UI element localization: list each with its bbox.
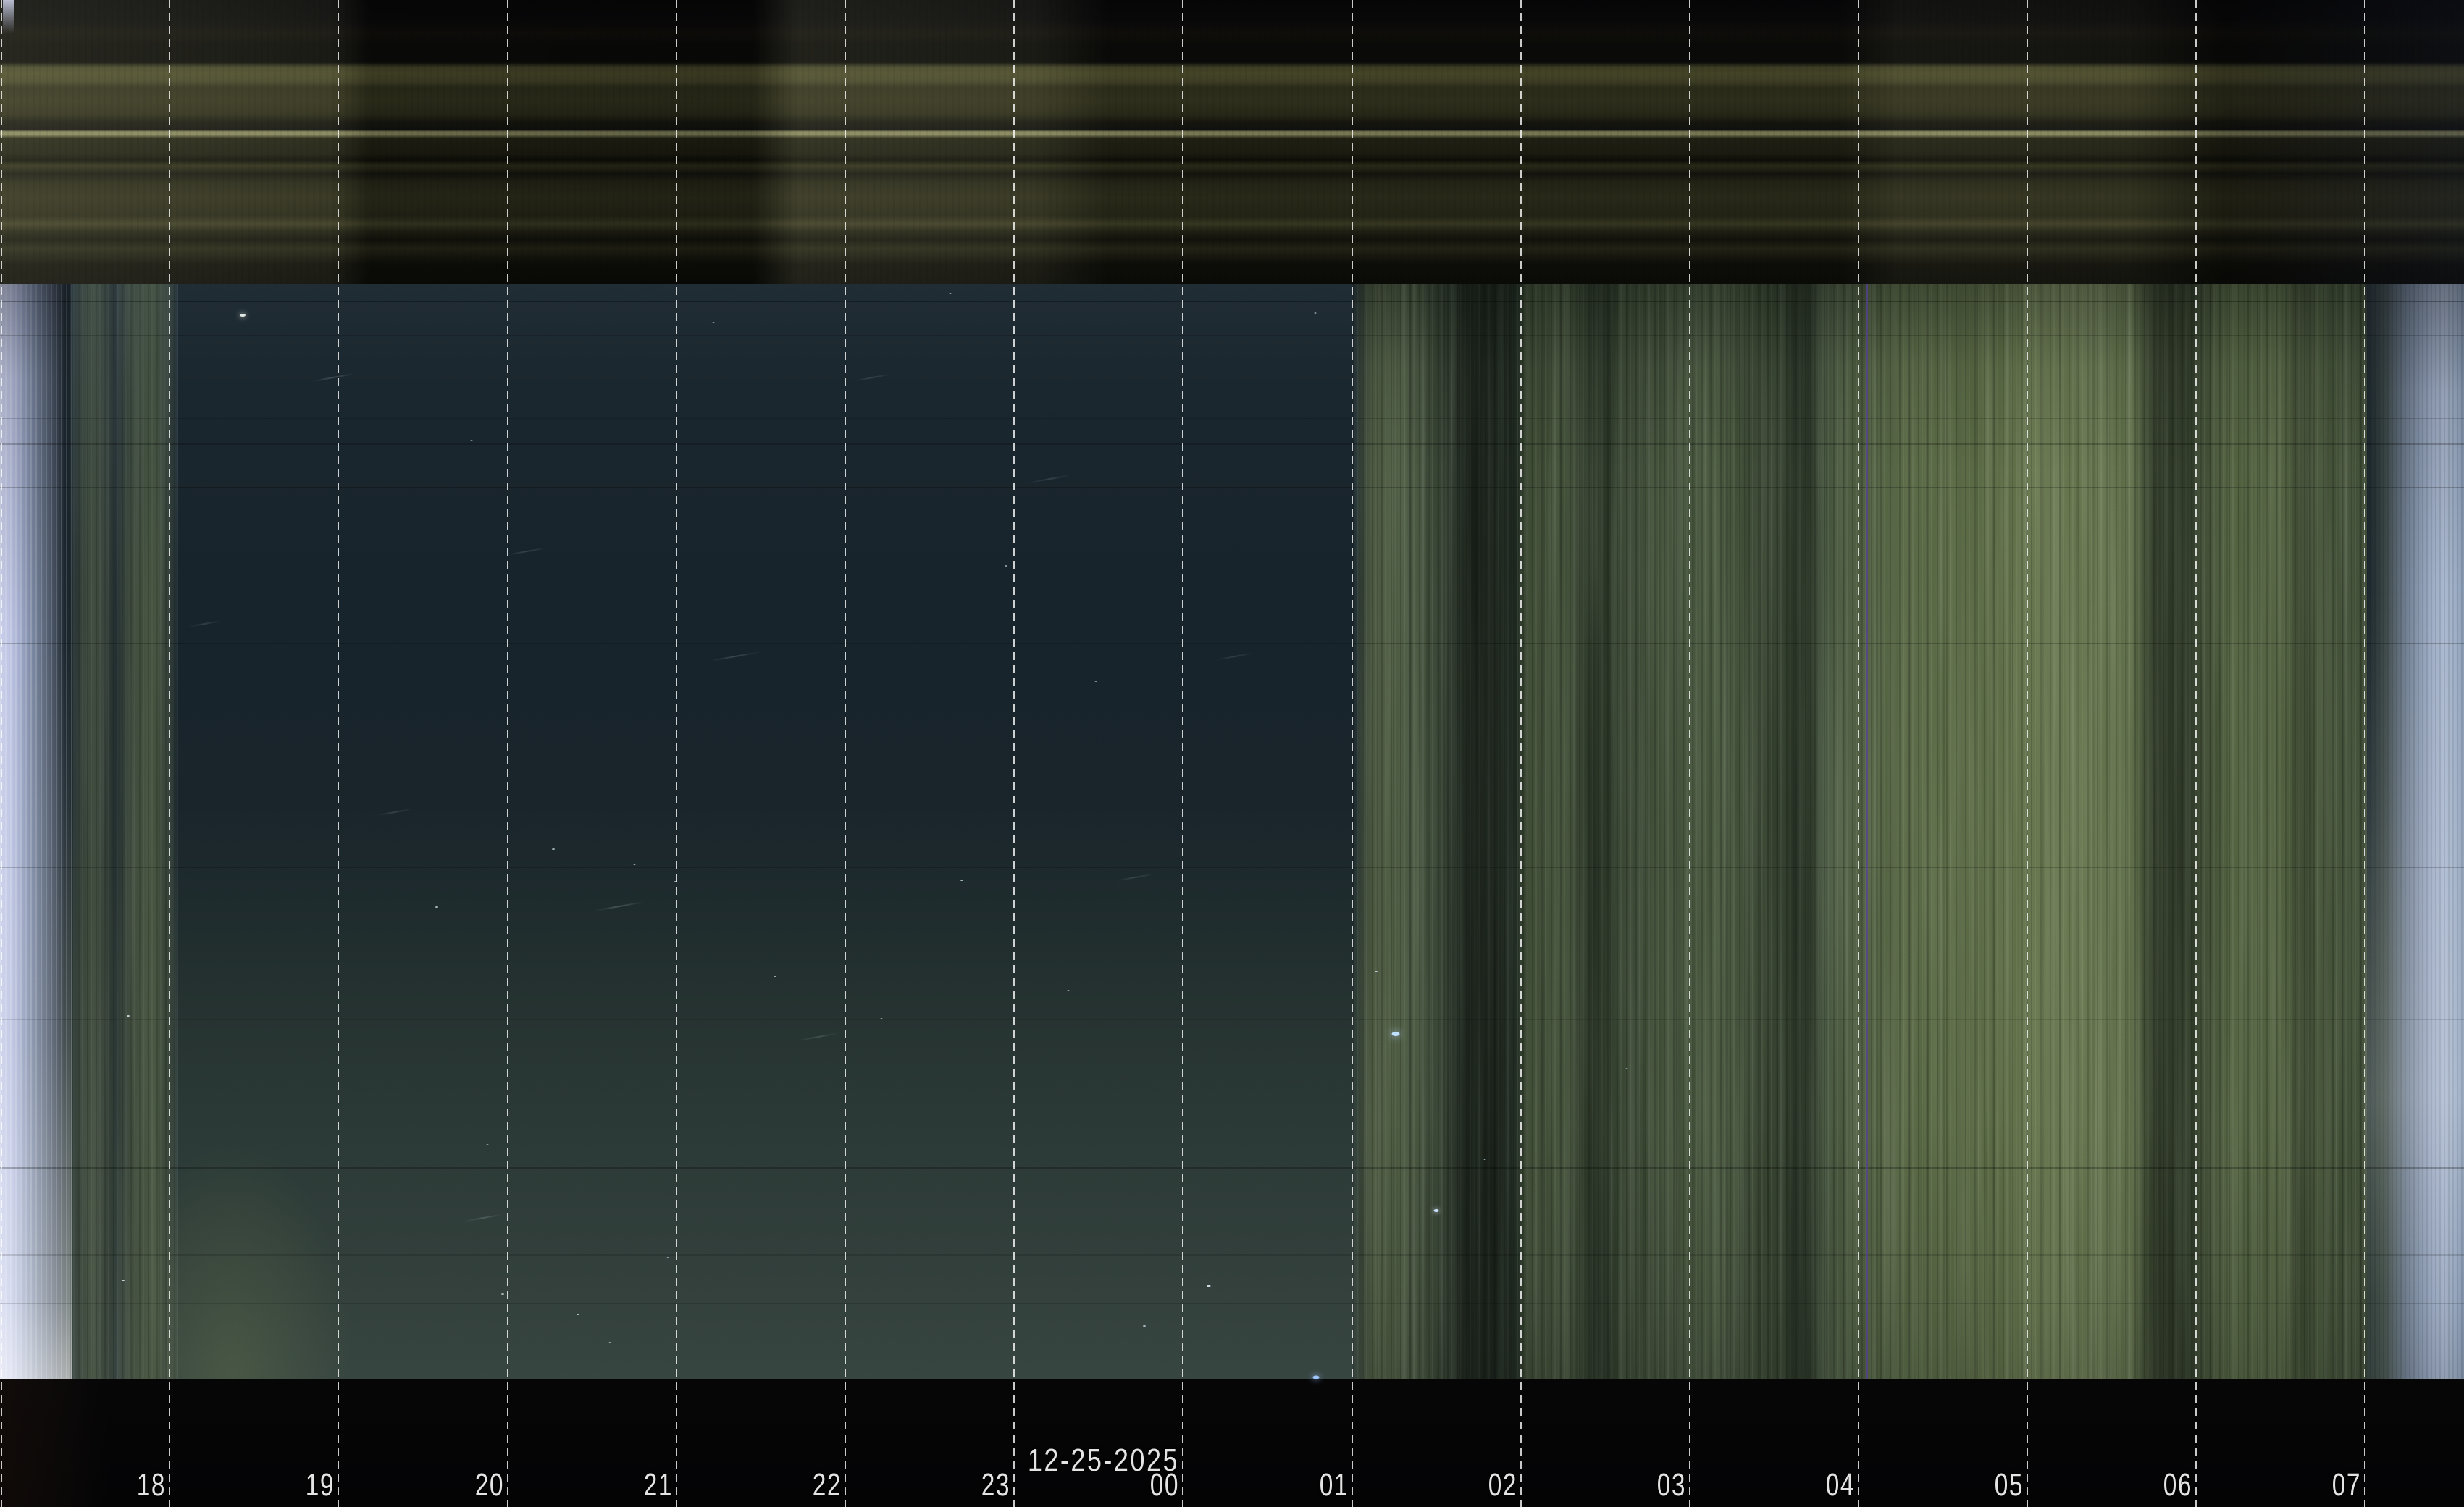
star-dot xyxy=(1005,565,1007,567)
sensor-row-artifact xyxy=(0,1303,2464,1304)
hour-label: 06 xyxy=(2163,1467,2192,1503)
star-dot xyxy=(470,440,473,441)
hour-gridline xyxy=(338,0,339,1507)
morning-cloud-deck xyxy=(1353,284,2367,1379)
star-dot xyxy=(1207,1285,1211,1287)
low-cloud-glow xyxy=(167,1140,355,1379)
hour-gridline xyxy=(1013,0,1015,1507)
star-dot xyxy=(712,322,715,323)
star-dot xyxy=(949,293,952,294)
hour-label: 05 xyxy=(1994,1467,2024,1503)
hour-gridline xyxy=(2027,0,2028,1507)
sensor-artifact-violet-line xyxy=(1866,284,1868,1379)
sensor-row-artifact xyxy=(0,418,2464,419)
star-dot xyxy=(577,1314,579,1315)
star-dot xyxy=(1067,990,1070,991)
dusk-twilight-strip xyxy=(0,284,72,1379)
cloud-gap-column xyxy=(1576,284,1619,1379)
star-dot xyxy=(1314,312,1317,314)
hour-label: 03 xyxy=(1656,1467,1686,1503)
hour-gridline xyxy=(845,0,846,1507)
hour-gridline xyxy=(507,0,508,1507)
star-dot xyxy=(1375,971,1378,972)
star-dot xyxy=(880,1018,883,1019)
star-dot xyxy=(666,1257,669,1258)
star-dot xyxy=(1433,1209,1439,1212)
star-dot xyxy=(1483,1159,1486,1160)
horizon-band-top xyxy=(0,0,2464,284)
hour-gridline xyxy=(1858,0,1859,1507)
hour-label: 23 xyxy=(981,1467,1010,1503)
star-dot xyxy=(435,906,438,908)
hour-label: 04 xyxy=(1825,1467,1855,1503)
star-dot xyxy=(1143,1325,1146,1327)
sensor-row-artifact xyxy=(0,487,2464,488)
hour-label: 21 xyxy=(643,1467,673,1503)
sensor-row-artifact xyxy=(0,443,2464,445)
sensor-row-artifact xyxy=(0,1254,2464,1256)
sensor-row-artifact xyxy=(0,301,2464,302)
star-dot xyxy=(240,314,246,317)
star-dot xyxy=(122,1280,125,1281)
hour-label: 20 xyxy=(474,1467,504,1503)
star-dot xyxy=(1094,681,1097,682)
star-dot xyxy=(608,1342,611,1343)
star-dot xyxy=(1391,1032,1400,1036)
star-dot xyxy=(774,976,776,977)
sensor-row-artifact xyxy=(0,335,2464,336)
star-dot xyxy=(501,1293,504,1295)
star-dot xyxy=(1312,1375,1320,1379)
top-left-light-streak xyxy=(3,0,14,33)
sensor-row-artifact xyxy=(0,1019,2464,1020)
date-label: 12-25-2025 xyxy=(1027,1443,1179,1478)
hour-gridline xyxy=(1,0,2,1507)
star-dot xyxy=(960,880,963,881)
star-dot xyxy=(127,1015,130,1017)
cloud-gap-column xyxy=(2286,284,2319,1379)
hour-gridline xyxy=(2195,0,2197,1507)
hour-label: 07 xyxy=(2331,1467,2361,1503)
hour-label: 22 xyxy=(812,1467,842,1503)
ground-band-bottom xyxy=(0,1379,2464,1507)
hour-label: 19 xyxy=(305,1467,335,1503)
sensor-row-artifact xyxy=(0,643,2464,644)
hour-gridline xyxy=(1182,0,1183,1507)
hour-label: 01 xyxy=(1319,1467,1349,1503)
hour-gridline xyxy=(169,0,170,1507)
bright-cloud-column xyxy=(1990,284,2150,1379)
cloud-gap-column xyxy=(1447,284,1520,1379)
cloud-gap-column xyxy=(1779,284,1824,1379)
hour-gridline xyxy=(676,0,677,1507)
hour-gridline xyxy=(1352,0,1353,1507)
hour-gridline xyxy=(1689,0,1690,1507)
sensor-row-artifact xyxy=(0,867,2464,868)
sensor-row-artifact xyxy=(0,1167,2464,1169)
hour-label: 18 xyxy=(136,1467,166,1503)
star-dot xyxy=(552,848,555,850)
evening-cloud-streaks xyxy=(70,284,178,1379)
star-dot xyxy=(1625,1068,1628,1069)
sky-strip xyxy=(0,284,2464,1379)
hour-label: 02 xyxy=(1488,1467,1517,1503)
star-dot xyxy=(633,864,636,865)
hour-label: 00 xyxy=(1149,1467,1179,1503)
star-dot xyxy=(486,1144,489,1145)
dawn-twilight-strip xyxy=(2365,284,2464,1379)
hour-gridline xyxy=(1520,0,1522,1507)
hour-gridline xyxy=(2364,0,2365,1507)
